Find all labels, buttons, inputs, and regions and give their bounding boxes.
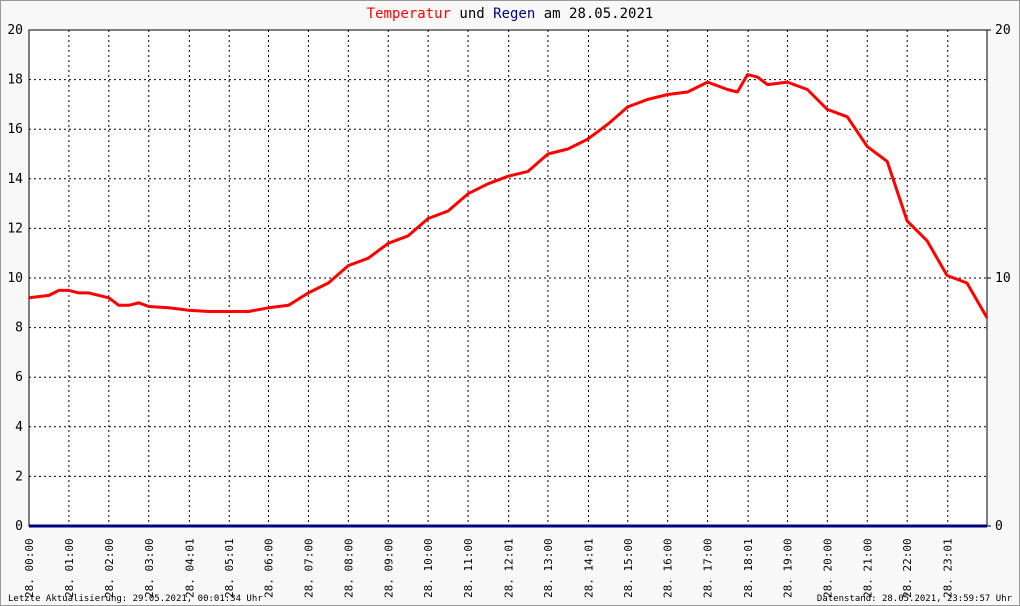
y-tick-label: 10: [7, 271, 23, 286]
y-tick-label: 4: [15, 420, 23, 435]
y-tick-label: 16: [7, 122, 23, 137]
y-tick-label: 6: [15, 370, 23, 385]
title-date: am 28.05.2021: [544, 6, 654, 22]
x-tick-label: 28. 07:00: [302, 538, 315, 598]
series-line: [28, 73, 989, 319]
footer-left: Letzte Aktualisierung: 29.05.2021, 00:01…: [8, 594, 263, 604]
x-tick-label: 28. 11:00: [462, 538, 475, 598]
y-tick-label: 14: [7, 172, 23, 187]
x-tick-label: 28. 12:01: [503, 538, 516, 598]
x-tick-label: 28. 21:00: [861, 538, 874, 598]
x-tick-label: 28. 20:00: [821, 538, 834, 598]
x-tick-label: 28. 22:00: [901, 538, 914, 598]
x-tick-label: 28. 13:00: [542, 538, 555, 598]
x-tick-label: 28. 09:00: [382, 538, 395, 598]
x-tick-label: 28. 15:00: [622, 538, 635, 598]
x-tick-label: 28. 00:00: [23, 538, 36, 598]
x-tick-label: 28. 08:00: [342, 538, 355, 598]
x-tick-label: 28. 23:01: [942, 538, 955, 598]
y-tick-label: 2: [15, 469, 23, 484]
x-tick-label: 28. 03:00: [143, 538, 156, 598]
y2-tick-label: 0: [995, 519, 1003, 534]
x-tick-label: 28. 10:00: [422, 538, 435, 598]
x-tick-label: 28. 02:00: [103, 538, 116, 598]
title-regen: Regen: [493, 6, 535, 22]
title-und: und: [459, 6, 484, 22]
chart-title: Temperatur und Regen am 28.05.2021: [367, 6, 654, 22]
x-tick-label: 28. 01:00: [63, 538, 76, 598]
footer-right: Datenstand: 28.05.2021, 23:59:57 Uhr: [817, 594, 1013, 604]
x-tick-label: 28. 04:01: [183, 538, 196, 598]
y2-tick-label: 20: [995, 23, 1011, 38]
x-tick-label: 28. 19:00: [781, 538, 794, 598]
y-tick-label: 12: [7, 221, 23, 236]
x-tick-label: 28. 17:00: [702, 538, 715, 598]
x-tick-label: 28. 16:00: [662, 538, 675, 598]
y-tick-label: 18: [7, 73, 23, 88]
x-tick-label: 28. 14:01: [582, 538, 595, 598]
y-tick-label: 0: [15, 519, 23, 534]
x-tick-label: 28. 18:01: [742, 538, 755, 598]
y-tick-label: 8: [15, 321, 23, 336]
plot-area: [29, 30, 987, 526]
y2-tick-label: 10: [995, 271, 1011, 286]
x-tick-label: 28. 05:01: [223, 538, 236, 598]
y-tick-label: 20: [7, 23, 23, 38]
title-temp: Temperatur: [367, 6, 451, 22]
x-tick-label: 28. 06:00: [263, 538, 276, 598]
